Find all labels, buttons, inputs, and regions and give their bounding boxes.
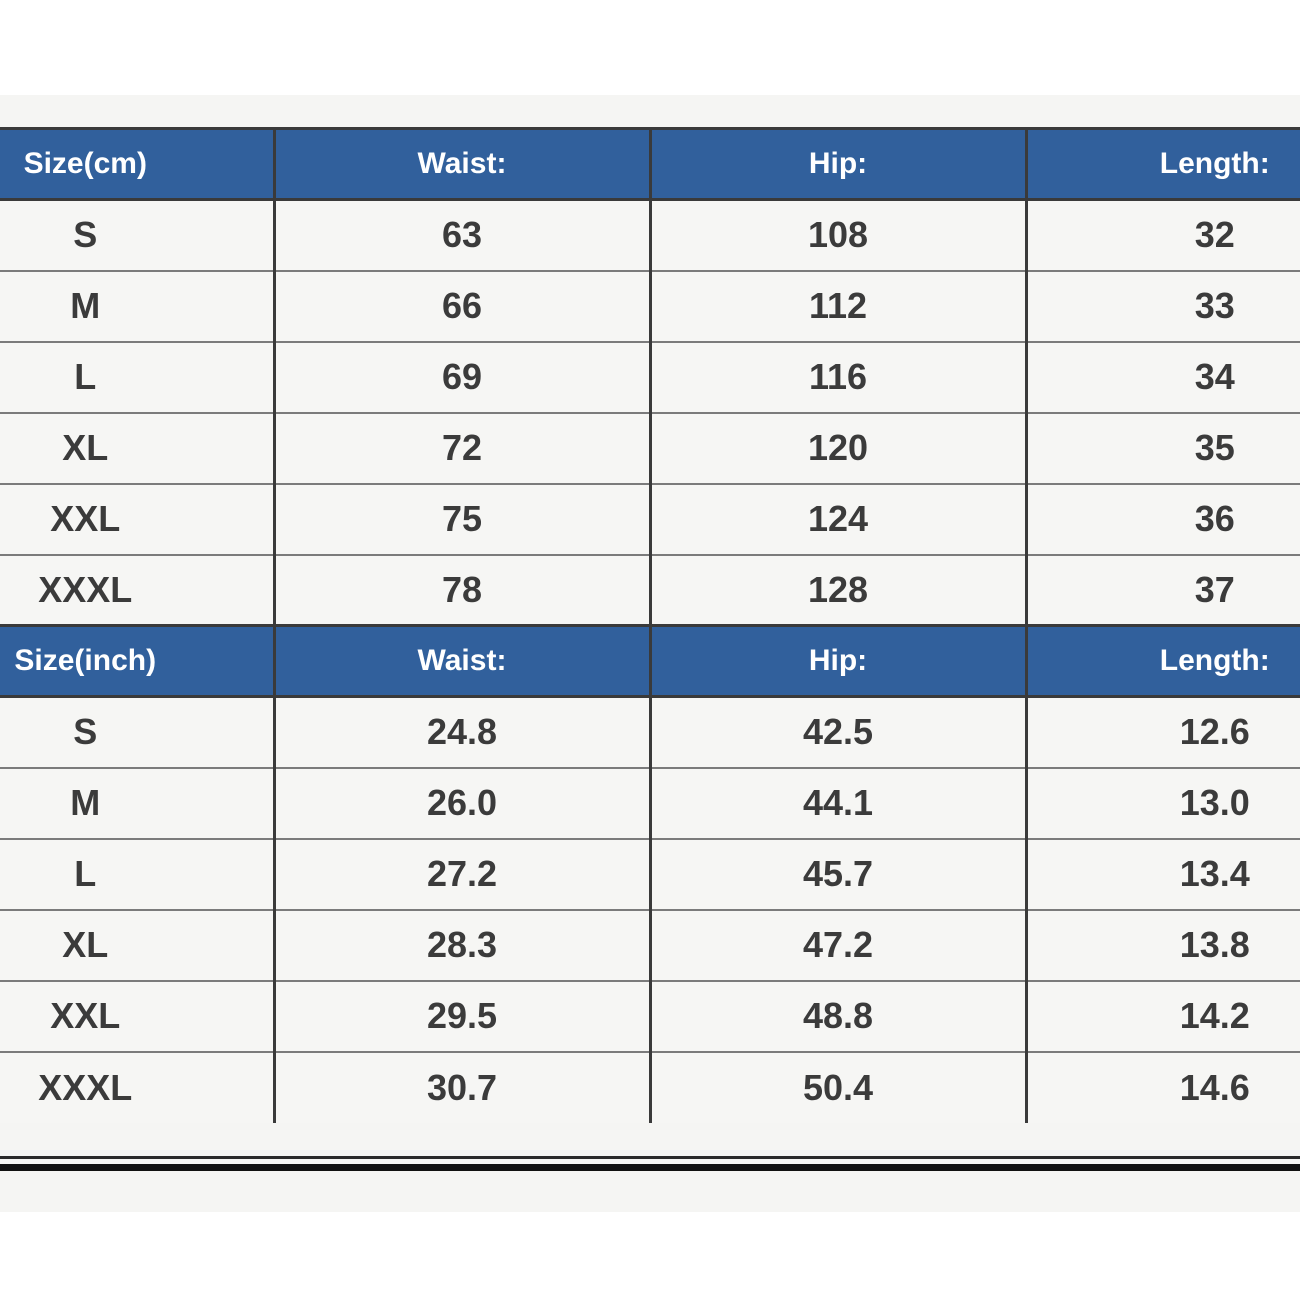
size-cell: M — [0, 269, 274, 342]
size-chart-table: Size(cm) Waist: Hip: Length: S 63 108 32… — [0, 127, 1300, 1123]
bottom-rule-thick — [0, 1164, 1300, 1171]
length-cell: 14.2 — [1024, 979, 1300, 1052]
hip-cell: 47.2 — [648, 908, 1026, 981]
inch-row-xl: XL 28.3 47.2 13.8 — [0, 908, 1300, 981]
size-cell: XXL — [0, 482, 274, 555]
inch-header-hip: Hip: — [648, 624, 1026, 698]
size-cell: S — [0, 695, 274, 768]
cm-header-row: Size(cm) Waist: Hip: Length: — [0, 127, 1300, 201]
inch-row-m: M 26.0 44.1 13.0 — [0, 766, 1300, 839]
hip-cell: 45.7 — [648, 837, 1026, 910]
cm-row-xxl: XXL 75 124 36 — [0, 482, 1300, 555]
cm-header-waist: Waist: — [272, 127, 650, 201]
hip-cell: 108 — [648, 198, 1026, 271]
length-cell: 33 — [1024, 269, 1300, 342]
hip-cell: 120 — [648, 411, 1026, 484]
size-cell: M — [0, 766, 274, 839]
inch-header-length: Length: — [1024, 624, 1300, 698]
hip-cell: 42.5 — [648, 695, 1026, 768]
length-cell: 34 — [1024, 340, 1300, 413]
size-cell: XL — [0, 411, 274, 484]
waist-cell: 28.3 — [272, 908, 650, 981]
length-cell: 12.6 — [1024, 695, 1300, 768]
waist-cell: 69 — [272, 340, 650, 413]
size-cell: L — [0, 340, 274, 413]
hip-cell: 116 — [648, 340, 1026, 413]
waist-cell: 26.0 — [272, 766, 650, 839]
waist-cell: 27.2 — [272, 837, 650, 910]
cm-row-m: M 66 112 33 — [0, 269, 1300, 342]
hip-cell: 50.4 — [648, 1050, 1026, 1123]
length-cell: 35 — [1024, 411, 1300, 484]
hip-cell: 124 — [648, 482, 1026, 555]
length-cell: 13.8 — [1024, 908, 1300, 981]
length-cell: 32 — [1024, 198, 1300, 271]
waist-cell: 72 — [272, 411, 650, 484]
length-cell: 13.0 — [1024, 766, 1300, 839]
cm-header-length: Length: — [1024, 127, 1300, 201]
inch-row-xxxl: XXXL 30.7 50.4 14.6 — [0, 1050, 1300, 1123]
hip-cell: 44.1 — [648, 766, 1026, 839]
length-cell: 37 — [1024, 553, 1300, 626]
inch-header-row: Size(inch) Waist: Hip: Length: — [0, 624, 1300, 698]
cm-header-size: Size(cm) — [0, 127, 274, 201]
hip-cell: 128 — [648, 553, 1026, 626]
inch-header-size: Size(inch) — [0, 624, 274, 698]
bottom-rule-thin — [0, 1156, 1300, 1159]
inch-row-l: L 27.2 45.7 13.4 — [0, 837, 1300, 910]
size-cell: XXL — [0, 979, 274, 1052]
hip-cell: 48.8 — [648, 979, 1026, 1052]
inch-row-s: S 24.8 42.5 12.6 — [0, 695, 1300, 768]
size-cell: XXXL — [0, 1050, 274, 1123]
hip-cell: 112 — [648, 269, 1026, 342]
length-cell: 36 — [1024, 482, 1300, 555]
length-cell: 13.4 — [1024, 837, 1300, 910]
waist-cell: 24.8 — [272, 695, 650, 768]
size-cell: L — [0, 837, 274, 910]
cm-row-s: S 63 108 32 — [0, 198, 1300, 271]
waist-cell: 66 — [272, 269, 650, 342]
inch-header-waist: Waist: — [272, 624, 650, 698]
waist-cell: 75 — [272, 482, 650, 555]
waist-cell: 78 — [272, 553, 650, 626]
size-cell: S — [0, 198, 274, 271]
cm-header-hip: Hip: — [648, 127, 1026, 201]
waist-cell: 63 — [272, 198, 650, 271]
cm-row-l: L 69 116 34 — [0, 340, 1300, 413]
waist-cell: 29.5 — [272, 979, 650, 1052]
inch-row-xxl: XXL 29.5 48.8 14.2 — [0, 979, 1300, 1052]
size-cell: XXXL — [0, 553, 274, 626]
cm-row-xl: XL 72 120 35 — [0, 411, 1300, 484]
cm-row-xxxl: XXXL 78 128 37 — [0, 553, 1300, 626]
size-cell: XL — [0, 908, 274, 981]
waist-cell: 30.7 — [272, 1050, 650, 1123]
length-cell: 14.6 — [1024, 1050, 1300, 1123]
